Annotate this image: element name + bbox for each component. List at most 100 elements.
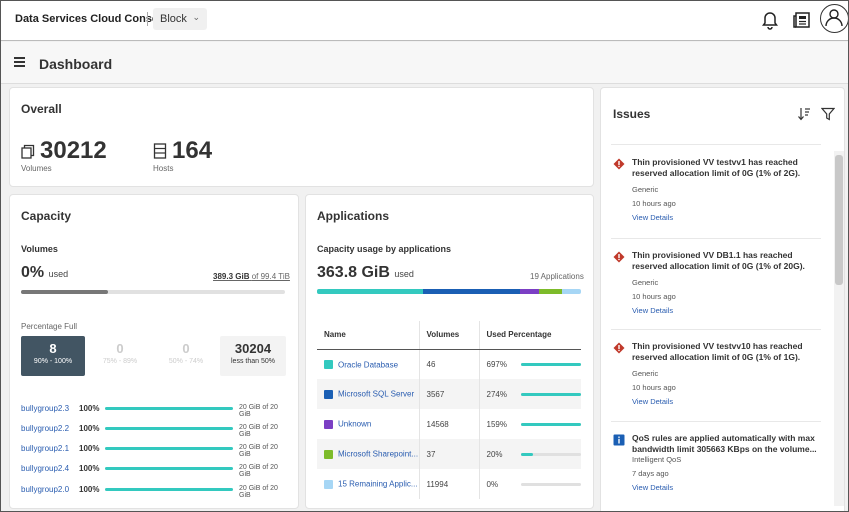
divider (611, 329, 821, 330)
tile-value: 30204 (234, 341, 272, 356)
app-name-link[interactable]: Microsoft Sharepoint... (338, 449, 419, 459)
issue-title: QoS rules are applied automatically with… (632, 433, 817, 454)
view-details-link[interactable]: View Details (632, 397, 674, 406)
table-row[interactable]: Oracle Database 46 697% (317, 349, 581, 379)
group-name-link[interactable]: bullygroup2.0 (21, 485, 70, 494)
app-used-bar-fill (520, 422, 581, 426)
app-name-cell: Microsoft Sharepoint... (317, 439, 419, 469)
app-name-link[interactable]: Microsoft SQL Server (338, 389, 415, 399)
group-percent: 100% (79, 404, 100, 413)
group-row[interactable]: bullygroup2.1 100% 20 GiB of 20 GiB (21, 444, 287, 458)
app-name-link[interactable]: Oracle Database (338, 359, 399, 369)
divider (147, 12, 148, 26)
group-row[interactable]: bullygroup2.4 100% 20 GiB of 20 GiB (21, 464, 287, 478)
view-details-link[interactable]: View Details (632, 306, 674, 315)
tile-label: 90% - 100% (33, 358, 73, 365)
tile-90-100[interactable]: 8 90% - 100% (21, 336, 85, 376)
column-volumes[interactable]: Volumes (418, 321, 479, 350)
view-details-link[interactable]: View Details (632, 483, 674, 492)
capacity-title: Capacity (21, 209, 72, 223)
bell-icon[interactable] (761, 10, 779, 30)
app-name-cell: 15 Remaining Applic... (317, 469, 419, 499)
table-row[interactable]: Unknown 14568 159% (317, 409, 581, 439)
group-size: 20 GiB of 20 GiB (239, 404, 278, 418)
app-used-bar (520, 452, 581, 456)
volumes-count: 30212 (40, 137, 107, 164)
service-selector-value: Block (160, 13, 187, 25)
chevron-down-icon: ⌄ (192, 12, 200, 22)
page-title: Dashboard (39, 56, 113, 72)
filter-icon[interactable] (821, 107, 835, 121)
app-color-swatch (324, 449, 333, 459)
issue-time: 10 hours ago (632, 292, 676, 301)
app-volumes-cell: 11994 (418, 469, 479, 499)
overall-card (9, 87, 594, 187)
capacity-used-amount: 389.3 GiB (213, 272, 250, 281)
service-selector[interactable]: Block ⌄ (153, 8, 207, 30)
column-used-percentage[interactable]: Used Percentage (478, 321, 581, 350)
group-name-link[interactable]: bullygroup2.3 (21, 404, 70, 413)
tile-value: 8 (49, 341, 57, 356)
group-name-link[interactable]: bullygroup2.2 (21, 424, 70, 433)
view-details-link[interactable]: View Details (632, 213, 674, 222)
user-avatar[interactable] (820, 4, 848, 33)
volumes-label: Volumes (21, 164, 52, 173)
group-size: 20 GiB of 20 GiB (239, 424, 278, 438)
issues-scrollbar[interactable] (834, 151, 844, 506)
app-used-bar (520, 482, 581, 486)
capacity-of-total[interactable]: 389.3 GiB of 99.4 TiB (213, 272, 290, 281)
app-name-cell: Microsoft SQL Server (317, 379, 419, 409)
capacity-total-amount: of 99.4 TiB (251, 272, 290, 281)
group-usage-bar (105, 488, 233, 491)
stack-segment (538, 289, 563, 294)
issue-category: Generic (632, 278, 659, 287)
volumes-icon (21, 144, 35, 159)
group-name-link[interactable]: bullygroup2.1 (21, 444, 70, 453)
stack-segment (520, 289, 539, 294)
group-row[interactable]: bullygroup2.0 100% 20 GiB of 20 GiB (21, 485, 287, 499)
tile-75-89[interactable]: 0 75% - 89% (88, 336, 152, 376)
group-usage-bar (105, 407, 233, 410)
user-icon (825, 9, 843, 27)
sort-icon[interactable] (797, 107, 811, 121)
app-color-swatch (324, 419, 333, 429)
table-row[interactable]: Microsoft SQL Server 3567 274% (317, 379, 581, 409)
table-row[interactable]: 15 Remaining Applic... 11994 0% (317, 469, 581, 499)
capacity-bar-track (21, 290, 285, 294)
app-name-link[interactable]: 15 Remaining Applic... (338, 479, 418, 489)
group-name-link[interactable]: bullygroup2.4 (21, 464, 70, 473)
app-volumes-cell: 46 (418, 349, 479, 379)
tile-label: less than 50% (231, 358, 275, 365)
group-row[interactable]: bullygroup2.3 100% 20 GiB of 20 GiB (21, 404, 287, 418)
app-title[interactable]: Data Services Cloud Console (15, 13, 168, 25)
group-row[interactable]: bullygroup2.2 100% 20 GiB of 20 GiB (21, 424, 287, 438)
critical-icon (613, 251, 625, 263)
app-name-link[interactable]: Unknown (338, 419, 372, 429)
app-used-bar-fill (520, 362, 581, 366)
tile-less-than-50[interactable]: 30204 less than 50% (220, 336, 286, 376)
overall-title: Overall (21, 102, 62, 116)
app-used-value: 159% (486, 419, 507, 429)
scrollbar-thumb[interactable] (835, 155, 843, 285)
app-name-cell: Unknown (317, 409, 419, 439)
group-usage-bar (105, 427, 233, 430)
issue-time: 10 hours ago (632, 383, 676, 392)
menu-icon[interactable] (14, 57, 25, 67)
column-name[interactable]: Name (317, 321, 419, 350)
divider (611, 144, 821, 145)
issue-title: Thin provisioned VV testvv10 has reached… (632, 341, 803, 362)
app-used-value: 274% (486, 389, 507, 399)
announcements-icon[interactable] (793, 11, 811, 29)
app-used-bar (520, 392, 581, 396)
applications-subtitle: Capacity usage by applications (317, 244, 452, 254)
divider (611, 238, 821, 239)
hosts-label: Hosts (153, 164, 174, 173)
applications-count: 19 Applications (530, 272, 584, 281)
tile-50-74[interactable]: 0 50% - 74% (154, 336, 218, 376)
table-row[interactable]: Microsoft Sharepoint... 37 20% (317, 439, 581, 469)
app-volumes-cell: 14568 (418, 409, 479, 439)
stack-segment (562, 289, 581, 294)
app-color-swatch (324, 479, 333, 489)
info-icon (613, 434, 625, 446)
capacity-bar-fill (21, 290, 109, 294)
